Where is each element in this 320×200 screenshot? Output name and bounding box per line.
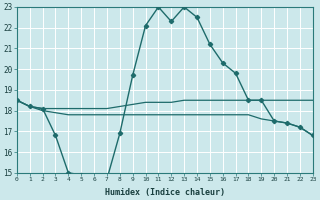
X-axis label: Humidex (Indice chaleur): Humidex (Indice chaleur) <box>105 188 225 197</box>
